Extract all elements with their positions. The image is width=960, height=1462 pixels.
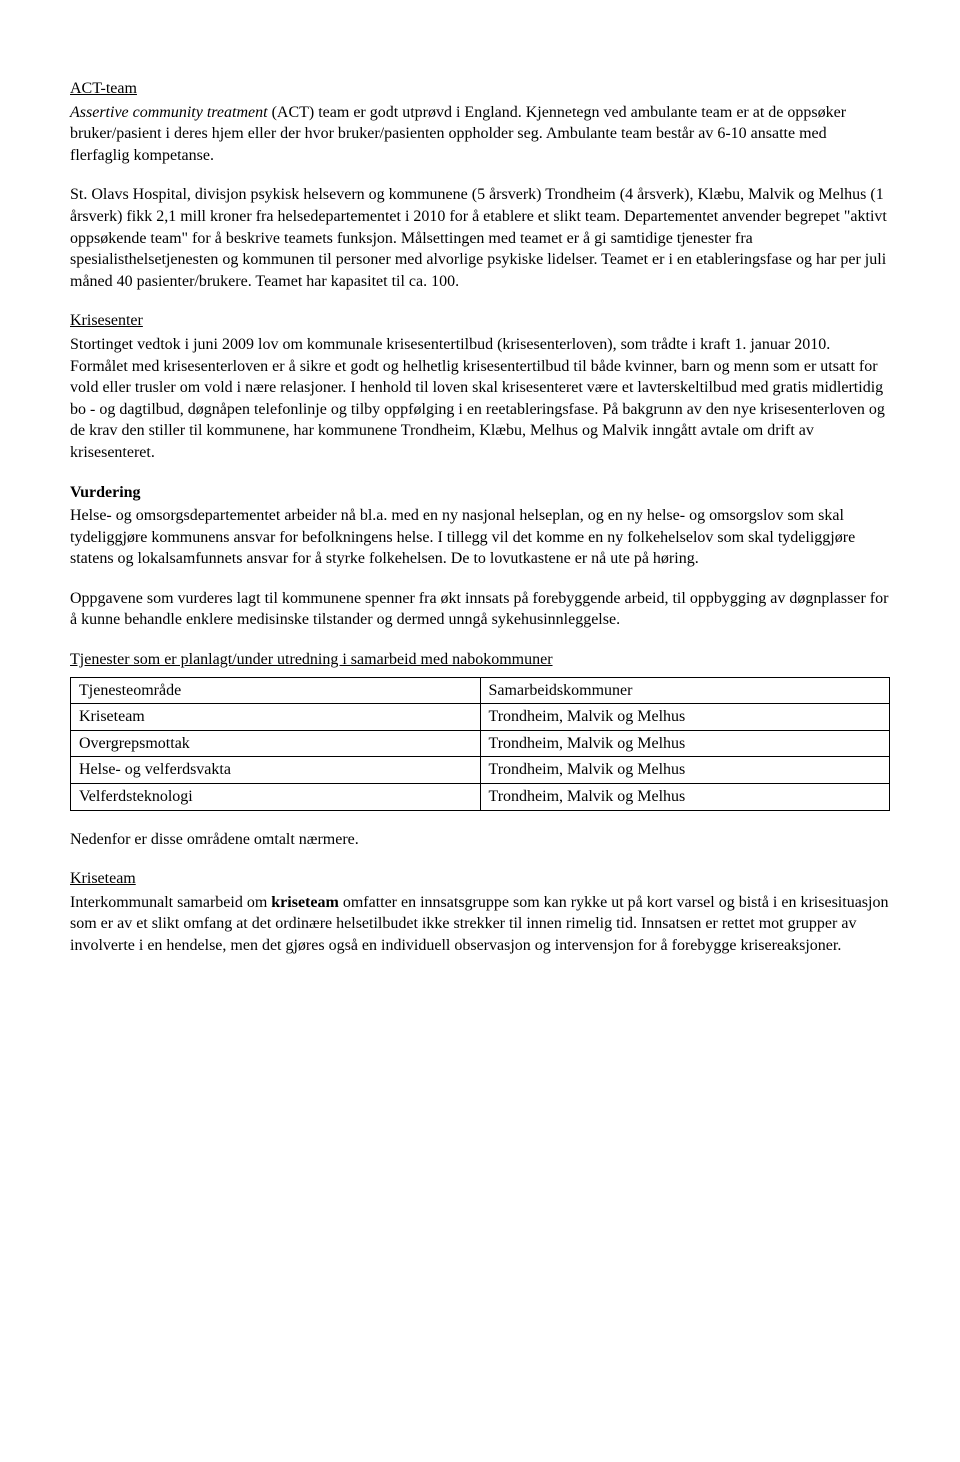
table-header-col1: Tjenesteområde <box>71 677 481 704</box>
table-cell: Overgrepsmottak <box>71 730 481 757</box>
section-heading-vurdering: Vurdering <box>70 482 890 504</box>
kriseteam-paragraph-1: Interkommunalt samarbeid om kriseteam om… <box>70 892 890 957</box>
table-cell: Trondheim, Malvik og Melhus <box>480 784 890 811</box>
table-row: Helse- og velferdsvakta Trondheim, Malvi… <box>71 757 890 784</box>
kriseteam-p1-pre: Interkommunalt samarbeid om <box>70 894 271 911</box>
table-cell: Trondheim, Malvik og Melhus <box>480 704 890 731</box>
krisesenter-paragraph-1: Stortinget vedtok i juni 2009 lov om kom… <box>70 334 890 464</box>
section-heading-act: ACT-team <box>70 78 890 100</box>
section-heading-kriseteam: Kriseteam <box>70 868 890 890</box>
table-cell: Kriseteam <box>71 704 481 731</box>
table-cell: Helse- og velferdsvakta <box>71 757 481 784</box>
table-cell: Velferdsteknologi <box>71 784 481 811</box>
table-row: Velferdsteknologi Trondheim, Malvik og M… <box>71 784 890 811</box>
act-paragraph-2: St. Olavs Hospital, divisjon psykisk hel… <box>70 184 890 292</box>
section-heading-planned: Tjenester som er planlagt/under utrednin… <box>70 649 890 671</box>
planned-after-table: Nedenfor er disse områdene omtalt nærmer… <box>70 829 890 851</box>
planned-services-table: Tjenesteområde Samarbeidskommuner Kriset… <box>70 677 890 811</box>
vurdering-paragraph-1: Helse- og omsorgsdepartementet arbeider … <box>70 505 890 570</box>
table-header-col2: Samarbeidskommuner <box>480 677 890 704</box>
table-row: Overgrepsmottak Trondheim, Malvik og Mel… <box>71 730 890 757</box>
act-paragraph-1: Assertive community treatment (ACT) team… <box>70 102 890 167</box>
table-row: Kriseteam Trondheim, Malvik og Melhus <box>71 704 890 731</box>
table-row: Tjenesteområde Samarbeidskommuner <box>71 677 890 704</box>
table-cell: Trondheim, Malvik og Melhus <box>480 730 890 757</box>
vurdering-paragraph-2: Oppgavene som vurderes lagt til kommunen… <box>70 588 890 631</box>
table-cell: Trondheim, Malvik og Melhus <box>480 757 890 784</box>
act-italic-prefix: Assertive community treatment <box>70 104 268 121</box>
kriseteam-p1-bold: kriseteam <box>271 894 339 911</box>
section-heading-krisesenter: Krisesenter <box>70 310 890 332</box>
